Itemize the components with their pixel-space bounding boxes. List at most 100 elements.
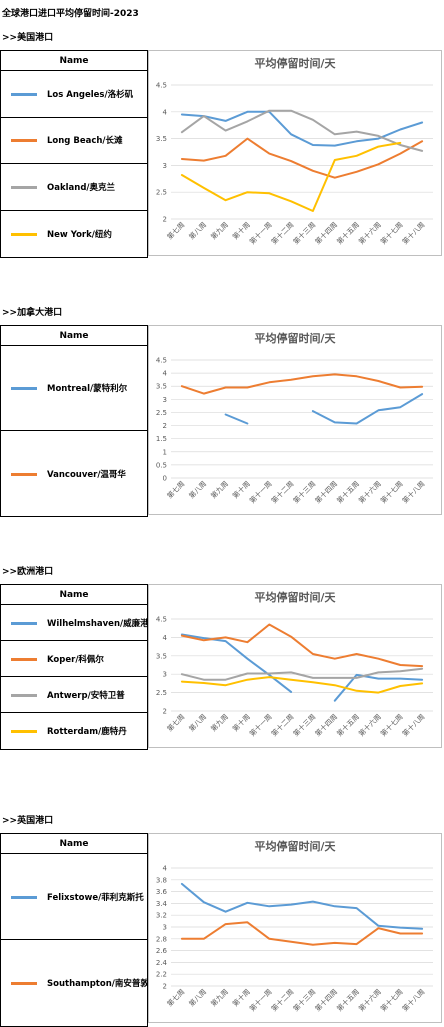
x-tick-label: 第十一周	[248, 712, 274, 738]
legend-series-name: Oakland/奥克兰	[47, 182, 116, 193]
y-tick-label: 4	[163, 370, 168, 378]
x-tick-label: 第十一周	[248, 479, 274, 505]
legend-series-name: Wilhelmshaven/威廉港	[47, 618, 149, 629]
x-tick-label: 第八周	[187, 987, 208, 1008]
y-tick-label: 2.6	[156, 947, 168, 955]
x-tick-label: 第十五周	[335, 712, 361, 738]
x-tick-label: 第十六周	[357, 479, 383, 505]
chart-box: 平均停留时间/天 2 2.2 2.4 2.6 2.8 3 3.2 3.4 3.6 3.8 4 第七周 第八…	[148, 833, 442, 1023]
chart-title: 平均停留时间/天	[254, 331, 336, 345]
x-tick-label: 第十四周	[313, 220, 339, 246]
legend-swatch	[11, 232, 37, 236]
series-line	[180, 110, 424, 147]
x-tick-label: 第九周	[209, 220, 230, 241]
legend-row: Vancouver/温哥华	[1, 431, 147, 516]
legend-table: Name Los Angeles/洛杉矶 Long Beach/长滩 Oakland…	[0, 50, 148, 258]
legend-swatch	[11, 387, 37, 390]
series-line	[180, 921, 424, 946]
x-tick-label: 第九周	[209, 712, 230, 733]
section-label: >>欧洲港口	[2, 567, 54, 577]
x-tick-label: 第十七周	[379, 479, 405, 505]
y-tick-label: 2	[163, 422, 167, 430]
x-tick-label: 第十五周	[335, 987, 361, 1013]
series-line	[180, 109, 424, 152]
legend-header: Name	[1, 585, 147, 605]
y-tick-label: 2.2	[156, 971, 167, 979]
line-chart: 平均停留时间/天 2 2.5 3 3.5 4 4.5 第七周 第八周 第九周 第十周第十一周第十二周…	[156, 56, 433, 246]
x-tick-label: 第十七周	[379, 220, 405, 246]
y-tick-label: 3.4	[156, 900, 168, 908]
x-tick-label: 第八周	[187, 479, 208, 500]
x-tick-label: 第十周	[231, 220, 252, 241]
y-tick-label: 2.4	[156, 959, 168, 967]
y-tick-label: 2.5	[156, 689, 167, 697]
x-tick-label: 第十七周	[379, 712, 405, 738]
series-line	[180, 623, 424, 668]
y-tick-label: 1.5	[156, 435, 167, 443]
legend-series-name: Rotterdam/鹿特丹	[47, 727, 127, 737]
legend-swatch	[11, 92, 37, 96]
chart-box: 平均停留时间/天 2 2.5 3 3.5 4 4.5 第七周 第八周 第九周 第十周 第十一周 第十二周…	[148, 50, 442, 256]
legend-series-name: Southampton/南安普敦	[47, 979, 149, 989]
legend-row: Los Angeles/洛杉矶	[1, 71, 147, 118]
legend-swatch	[11, 472, 37, 476]
x-tick-label: 第十八周	[400, 479, 426, 505]
chart-title: 平均停留时间/天	[254, 839, 336, 853]
x-tick-label: 第十三周	[291, 712, 317, 738]
legend-series-name: Los Angeles/洛杉矶	[47, 89, 134, 100]
legend-row: Southampton/南安普敦	[1, 940, 149, 1026]
legend-rows: Los Angeles/洛杉矶 Long Beach/长滩 Oakland/奥克兰 N…	[1, 71, 147, 257]
legend-header: Name	[1, 834, 147, 854]
chart-title: 平均停留时间/天	[254, 590, 336, 604]
x-tick-label: 第十一周	[248, 987, 274, 1013]
section-label: >>加拿大港口	[2, 308, 63, 318]
x-tick-label: 第十三周	[291, 220, 317, 246]
legend-header: Name	[1, 326, 147, 346]
legend-row: Montreal/蒙特利尔	[1, 346, 147, 431]
y-tick-label: 4.5	[156, 616, 167, 624]
legend-swatch	[11, 621, 37, 625]
legend-row: Oakland/奥克兰	[1, 164, 147, 211]
legend-swatch	[11, 982, 37, 985]
legend-row: Koper/科佩尔	[1, 641, 147, 677]
x-tick-label: 第十周	[231, 987, 252, 1008]
x-tick-label: 第九周	[209, 987, 230, 1008]
legend-rows: Felixstowe/菲利克斯托 Southampton/南安普敦	[1, 854, 149, 1026]
legend-row: Antwerp/安特卫普	[1, 677, 147, 713]
chart-box: 平均停留时间/天 2 2.5 3 3.5 4 4.5 第七周 第八周 第九周 第十周 第十一周 第十二周…	[148, 584, 442, 748]
y-tick-label: 3.5	[156, 135, 167, 143]
x-tick-label: 第十六周	[357, 987, 383, 1013]
y-tick-label: 3	[163, 396, 167, 404]
y-tick-label: 3	[163, 671, 167, 679]
x-tick-label: 第十二周	[269, 987, 295, 1013]
chart-title: 平均停留时间/天	[254, 56, 336, 70]
x-tick-label: 第七周	[165, 220, 186, 241]
legend-row: Long Beach/长滩	[1, 118, 147, 164]
legend-table: Name Wilhelmshaven/威廉港 Koper/科佩尔 Antwerp/安…	[0, 584, 149, 750]
y-tick-label: 1	[163, 448, 167, 456]
legend-swatch	[11, 895, 37, 899]
line-chart: 平均停留时间/天 0 0.5 1 1.5 2 2.5 3 3.5 4 4.5 第七周 第八周 第九周 第十周…	[156, 331, 433, 505]
y-tick-label: 2.5	[156, 409, 167, 417]
legend-swatch	[11, 693, 37, 697]
x-tick-label: 第十六周	[357, 220, 383, 246]
legend-swatch	[11, 730, 37, 733]
x-tick-label: 第十四周	[313, 987, 339, 1013]
legend-header: Name	[1, 51, 147, 71]
series-line	[224, 413, 249, 425]
section-label: >>英国港口	[2, 816, 54, 826]
page-title: 全球港口进口平均停留时间-2023	[2, 9, 139, 19]
x-tick-label: 第十三周	[291, 479, 317, 505]
y-tick-label: 2.8	[156, 935, 167, 943]
chart-box: 平均停留时间/天 0 0.5 1 1.5 2 2.5 3 3.5 4 4.5 第七周 第八周 第九周 第十周…	[148, 325, 442, 515]
y-tick-label: 3.5	[156, 383, 167, 391]
y-tick-label: 3.6	[156, 888, 168, 896]
x-tick-label: 第十周	[231, 712, 252, 733]
y-tick-label: 2.5	[156, 189, 167, 197]
x-tick-label: 第十五周	[335, 479, 361, 505]
series-line	[311, 393, 424, 425]
legend-rows: Montreal/蒙特利尔 Vancouver/温哥华	[1, 346, 147, 516]
x-tick-label: 第九周	[209, 479, 230, 500]
y-tick-label: 4	[163, 108, 168, 116]
y-tick-label: 2	[163, 983, 167, 991]
